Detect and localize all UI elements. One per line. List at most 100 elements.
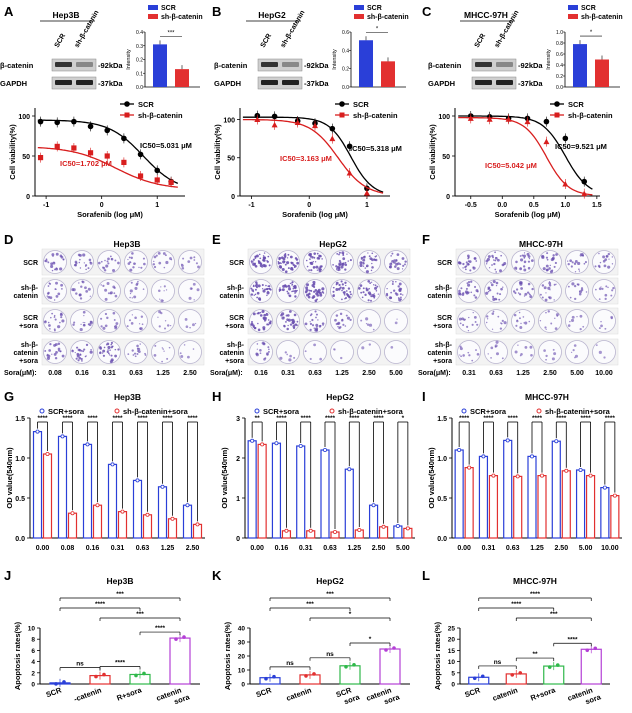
- colony-dot: [259, 314, 263, 317]
- colony-dot: [399, 263, 402, 266]
- colony-dot: [390, 291, 393, 294]
- colony-dot: [553, 299, 555, 301]
- blot-row-label: GAPDH: [428, 79, 455, 88]
- colony-dot: [80, 285, 83, 288]
- colony-dot: [515, 288, 519, 291]
- colony-dot: [104, 259, 106, 262]
- colony-dot: [72, 323, 75, 327]
- colony-dot: [307, 295, 311, 299]
- colony-dot: [100, 317, 103, 320]
- colony-dot: [530, 353, 533, 357]
- od-bar-scr: [575, 469, 586, 539]
- well: [538, 340, 562, 364]
- tick-label: 100: [18, 114, 30, 121]
- significance: ****: [581, 415, 592, 422]
- significance: ****: [530, 591, 541, 598]
- colony-dot: [181, 264, 184, 267]
- well: [178, 279, 202, 303]
- significance: ***: [136, 611, 144, 618]
- colony-dot: [80, 350, 83, 352]
- colony-dot: [76, 352, 80, 356]
- colony-dot: [277, 261, 280, 263]
- colony-dot: [567, 285, 570, 288]
- colony-dot: [470, 291, 473, 294]
- colony-dot: [263, 264, 267, 268]
- colony-dot: [53, 343, 56, 347]
- colony-dot: [292, 287, 295, 290]
- colony-dot: [57, 292, 61, 296]
- well: [457, 340, 481, 364]
- colony-dot: [284, 263, 287, 266]
- colony-dot: [598, 327, 601, 330]
- colony-dot: [259, 264, 263, 268]
- colony-dot: [138, 266, 140, 269]
- colony-dot: [548, 281, 552, 285]
- colony-dot: [265, 284, 267, 287]
- colony-dot: [255, 353, 259, 357]
- colony-dot: [341, 251, 345, 255]
- colony-dot: [349, 259, 352, 262]
- od-bar-sh: [117, 511, 128, 539]
- well: [178, 309, 202, 333]
- legend-label: sh-β-catenin: [568, 111, 613, 120]
- colony-dot: [136, 347, 139, 350]
- colony-dot: [460, 287, 463, 290]
- colony-dot: [567, 262, 570, 266]
- colony-dot: [51, 312, 54, 315]
- colony-dot: [531, 287, 534, 291]
- colony-dot: [184, 318, 188, 321]
- colony-dot: [278, 265, 282, 269]
- colony-dot: [514, 350, 518, 354]
- colony-dot: [88, 258, 92, 262]
- band-sh: [282, 80, 299, 85]
- colony-dot: [490, 281, 492, 284]
- tick-label: -0.5: [465, 202, 477, 209]
- colony-dot: [463, 318, 466, 321]
- colony-dot: [314, 261, 317, 263]
- colony-dot: [368, 292, 372, 296]
- colony-dot: [543, 349, 546, 352]
- significance: **: [255, 415, 261, 422]
- legend-swatch: [148, 5, 158, 10]
- colony-dot: [576, 316, 578, 318]
- colony-dot: [75, 262, 78, 265]
- colony-row-label: SCR: [23, 260, 38, 267]
- colony-dot: [342, 257, 346, 261]
- colony-dot: [523, 260, 527, 264]
- od-bar-sh: [42, 453, 53, 539]
- colony-dot: [49, 282, 52, 285]
- colony-dot: [467, 283, 471, 287]
- od-point: [110, 462, 115, 467]
- od-bar-scr: [454, 449, 464, 539]
- colony-dot: [162, 252, 166, 255]
- od-point: [515, 474, 520, 479]
- colony-dot: [503, 321, 507, 325]
- od-bar-scr: [247, 440, 257, 539]
- colony-dot: [109, 349, 111, 351]
- well: [384, 340, 408, 364]
- colony-dot: [467, 254, 470, 258]
- colony-dot: [100, 284, 102, 286]
- colony-dot: [393, 259, 396, 262]
- tick-label: 0.2: [342, 67, 349, 73]
- colony-dot: [261, 284, 264, 287]
- colony-dot: [107, 349, 109, 351]
- colony-dot: [284, 270, 288, 273]
- od-point: [467, 465, 472, 470]
- colony-dot: [266, 294, 268, 297]
- colony-dot: [391, 283, 394, 286]
- colony-row-label: SCR: [229, 315, 244, 322]
- ic50-label-sh: IC50=3.163 μM: [280, 154, 332, 163]
- colony-dot: [128, 256, 131, 259]
- colony-dot: [87, 287, 91, 291]
- colony-dot: [608, 258, 610, 260]
- colony-dot: [306, 265, 309, 268]
- colony-dot: [569, 296, 572, 299]
- colony-dot: [254, 293, 257, 296]
- legend-marker: [536, 408, 542, 414]
- category-label: SCR: [463, 685, 482, 699]
- colony-dot: [370, 295, 373, 298]
- colony-row-label: catenin: [427, 293, 452, 300]
- colony-dot: [294, 292, 296, 294]
- tick-label: 0.2: [556, 74, 563, 80]
